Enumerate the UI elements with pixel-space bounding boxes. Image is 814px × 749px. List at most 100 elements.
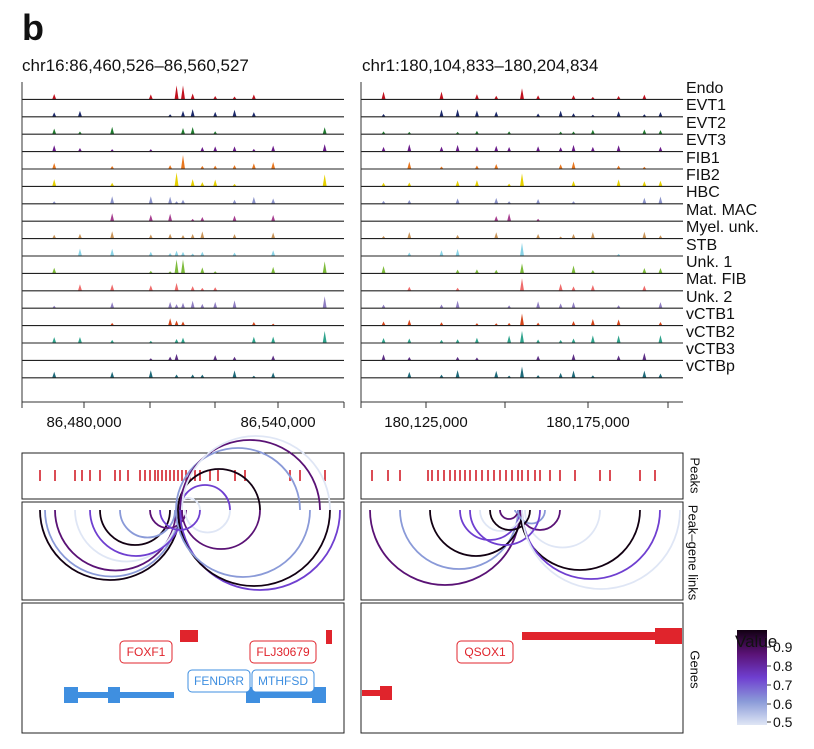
legend-tick: 0.5 — [773, 714, 793, 730]
coverage-left-4 — [22, 155, 344, 169]
coverage-left-0 — [22, 85, 344, 100]
coverage-tracks-right — [361, 88, 683, 379]
gene-label-mthfsd-box — [251, 669, 315, 693]
region-right-title: chr1:180,104,833–180,204,834 — [362, 56, 599, 75]
link-arc — [524, 509, 601, 549]
coverage-left-14 — [22, 331, 344, 343]
gene-label-mthfsd: MTHFSD — [258, 674, 308, 688]
coverage-right-12 — [361, 300, 683, 309]
legend-tick: 0.8 — [773, 658, 793, 674]
track-label: EVT2 — [686, 114, 727, 132]
gene-exon — [64, 687, 78, 703]
axis-tick-left-1: 86,480,000 — [46, 414, 122, 431]
track-label: Myel. unk. — [686, 219, 759, 237]
coverage-right-15 — [361, 352, 683, 361]
gene-mthfsd-body — [246, 692, 326, 698]
coverage-right-9 — [361, 242, 683, 256]
coverage-right-2 — [361, 129, 683, 135]
coverage-right-10 — [361, 263, 683, 274]
lower-panels: FOXF1 FLJ30679 FENDRR MTHFSD QSOX1 — [21, 435, 771, 734]
track-label: Mat. MAC — [686, 201, 758, 219]
gene-exon — [312, 687, 326, 703]
coverage-right-16 — [361, 366, 683, 378]
gene-exon — [655, 628, 682, 644]
link-arc — [369, 509, 521, 586]
coverage-left-9 — [22, 248, 344, 256]
gene-exon — [108, 687, 120, 703]
link-arc — [39, 509, 181, 581]
coverage-left-7 — [22, 213, 344, 222]
coverage-tracks-left — [22, 85, 344, 379]
legend-title: Value — [735, 632, 778, 651]
panel-frame — [360, 602, 684, 734]
track-label: Unk. 1 — [686, 254, 733, 271]
link-arc — [521, 509, 681, 590]
panel-letter: b — [22, 7, 44, 48]
panel-frame — [360, 452, 684, 500]
coverage-left-16 — [22, 370, 344, 378]
link-arc — [99, 509, 171, 546]
coverage-right-5 — [361, 173, 683, 187]
track-label: HBC — [686, 184, 720, 202]
coverage-right-1 — [361, 109, 683, 117]
link-arc — [399, 509, 519, 570]
gene-label-fendrr-box — [187, 669, 251, 693]
track-label: STB — [686, 236, 718, 254]
coverage-left-15 — [22, 353, 344, 361]
coverage-left-1 — [22, 109, 344, 117]
side-label-peaks: Peaks — [687, 457, 703, 494]
coverage-right-7 — [361, 213, 683, 222]
link-arc — [159, 509, 201, 531]
track-label: vCTB3 — [686, 341, 735, 358]
coverage-left-3 — [22, 144, 344, 152]
link-arc — [469, 509, 541, 546]
axis-tick-right-1: 180,125,000 — [384, 414, 468, 431]
link-arc — [119, 509, 176, 539]
gene-label-flj30679: FLJ30679 — [256, 645, 310, 659]
gene-label-foxf1-box — [119, 640, 173, 664]
coverage-left-10 — [22, 259, 344, 274]
coverage-right-6 — [361, 196, 683, 204]
track-label: EVT3 — [686, 132, 727, 150]
link-arc — [179, 509, 341, 591]
coverage-right-11 — [361, 278, 683, 291]
track-label: vCTBp — [686, 358, 735, 376]
axis-tick-right-2: 180,175,000 — [546, 414, 630, 431]
side-label-links: Peak–gene links — [685, 504, 701, 601]
gene-label-flj30679-box — [249, 640, 317, 664]
link-arc — [149, 509, 187, 529]
link-arc — [489, 509, 531, 531]
region-left-title: chr16:86,460,526–86,560,527 — [22, 56, 249, 75]
track-label: vCTB2 — [686, 323, 735, 341]
coverage-left-2 — [22, 126, 344, 135]
track-label: EVT1 — [686, 97, 727, 115]
link-arc — [74, 509, 179, 563]
coverage-left-11 — [22, 282, 344, 291]
panel-frame — [360, 501, 684, 601]
track-label: FIB2 — [686, 167, 720, 184]
gene-qsox1-body — [522, 632, 682, 640]
coverage-left-12 — [22, 296, 344, 309]
link-arc — [521, 509, 661, 580]
link-arc — [429, 509, 523, 557]
track-label: FIB1 — [686, 149, 720, 167]
link-arc — [179, 439, 321, 511]
link-arc — [184, 509, 231, 534]
coverage-right-3 — [361, 144, 683, 152]
gene-exon — [380, 686, 392, 700]
track-label: Unk. 2 — [686, 288, 733, 306]
coverage-right-0 — [361, 88, 683, 100]
gene-label-foxf1: FOXF1 — [127, 645, 166, 659]
link-arc — [175, 509, 311, 578]
coverage-left-13 — [22, 318, 344, 326]
legend-tick: 0.7 — [773, 677, 793, 693]
coverage-axes — [21, 82, 683, 408]
link-arc — [175, 447, 301, 511]
track-label: vCTB1 — [686, 306, 735, 324]
coverage-right-13 — [361, 313, 683, 326]
panel-frame — [21, 602, 345, 734]
gene-foxf1-body — [180, 630, 198, 642]
side-label-genes: Genes — [687, 650, 703, 689]
legend-colorbar — [737, 630, 767, 725]
